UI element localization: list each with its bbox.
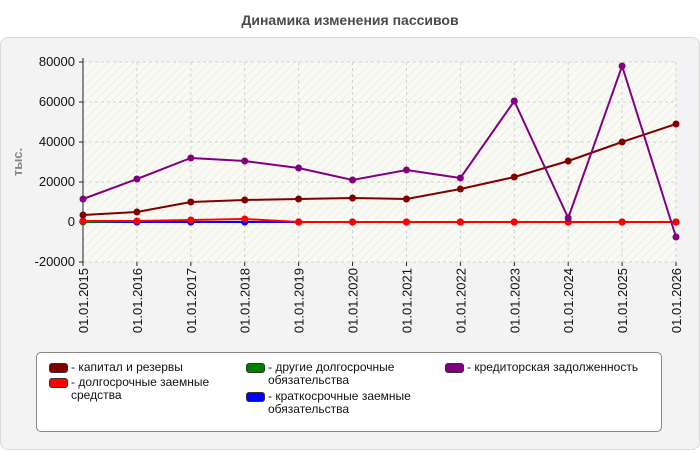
data-point (672, 120, 680, 128)
x-tick-label: 01.01.2016 (130, 268, 145, 333)
x-tick-label: 01.01.2026 (669, 268, 684, 333)
x-tick-label: 01.01.2025 (615, 268, 630, 333)
legend-label-capital: - капитал и резервы (71, 360, 183, 374)
data-point (241, 196, 249, 204)
data-point (564, 214, 572, 222)
legend-swatch-capital (49, 363, 68, 373)
legend-item-capital: - капитал и резервы (49, 361, 239, 374)
legend: - капитал и резервы - долгосрочные заемн… (36, 352, 662, 432)
data-point (402, 166, 410, 174)
y-tick-label: 80000 (39, 54, 75, 69)
x-tick-label: 01.01.2020 (346, 268, 361, 333)
data-point (402, 195, 410, 203)
series-line (82, 62, 677, 238)
data-point (349, 218, 357, 226)
data-point (187, 154, 195, 162)
legend-item-long-term-loans: - долгосрочные заемные средства (49, 376, 239, 402)
data-point (456, 185, 464, 193)
data-point (564, 157, 572, 165)
x-tick-label: 01.01.2015 (76, 268, 91, 333)
legend-item-other-long-term: - другие долгосрочные обязательства (246, 361, 421, 387)
series-1 (79, 215, 680, 226)
data-point (79, 195, 87, 203)
y-axis-label: тыс. (10, 148, 25, 176)
data-point (295, 218, 303, 226)
x-tick-label: 01.01.2024 (561, 268, 576, 333)
x-tick-label: 01.01.2018 (238, 268, 253, 333)
data-point (510, 173, 518, 181)
data-point (672, 233, 680, 241)
legend-label-other-long-term: - другие долгосрочные обязательства (268, 360, 395, 387)
x-tick-label: 01.01.2023 (507, 268, 522, 333)
data-point (510, 218, 518, 226)
y-tick-label: 40000 (39, 134, 75, 149)
data-point (241, 215, 249, 223)
legend-swatch-long-term-loans (49, 378, 68, 388)
x-tick-label: 01.01.2022 (453, 268, 468, 333)
series-line (82, 123, 677, 216)
x-tick-labels: 01.01.2015 01.01.2016 01.01.2017 01.01.2018… (76, 268, 684, 333)
legend-swatch-short-term-loans (246, 392, 265, 402)
legend-label-short-term-loans: - краткосрочные заемные обязательства (268, 389, 411, 416)
legend-label-payables: - кредиторская задолженность (467, 360, 639, 374)
series-line (83, 217, 676, 223)
data-point (402, 218, 410, 226)
data-point (618, 218, 626, 226)
data-point (456, 174, 464, 182)
data-point (618, 62, 626, 70)
data-point (187, 216, 195, 224)
data-point (618, 138, 626, 146)
series-group (79, 62, 680, 241)
data-point (672, 218, 680, 226)
series-4 (79, 62, 680, 241)
x-tick-label: 01.01.2021 (399, 268, 414, 333)
y-tick-label: 20000 (39, 174, 75, 189)
chart-title: Динамика изменения пассивов (241, 12, 459, 28)
data-point (241, 157, 249, 165)
data-point (133, 208, 141, 216)
legend-item-payables: - кредиторская задолженность (445, 361, 660, 374)
data-point (133, 175, 141, 183)
legend-label-long-term-loans: - долгосрочные заемные средства (71, 375, 210, 402)
data-point (79, 217, 87, 225)
y-tick-labels: 80000 60000 40000 20000 0 -20000 (35, 54, 75, 269)
data-point (295, 195, 303, 203)
series-0 (79, 120, 680, 219)
x-tick-label: 01.01.2019 (292, 268, 307, 333)
data-point (187, 198, 195, 206)
data-point (295, 164, 303, 172)
data-point (510, 97, 518, 105)
data-point (349, 176, 357, 184)
legend-swatch-other-long-term (246, 363, 265, 373)
x-tick-label: 01.01.2017 (184, 268, 199, 333)
legend-item-short-term-loans: - краткосрочные заемные обязательства (246, 390, 421, 416)
legend-swatch-payables (445, 363, 464, 373)
data-point (456, 218, 464, 226)
data-point (133, 217, 141, 225)
data-point (349, 194, 357, 202)
data-point (79, 211, 87, 219)
y-tick-label: -20000 (35, 254, 75, 269)
y-tick-label: 60000 (39, 94, 75, 109)
y-tick-label: 0 (68, 214, 75, 229)
